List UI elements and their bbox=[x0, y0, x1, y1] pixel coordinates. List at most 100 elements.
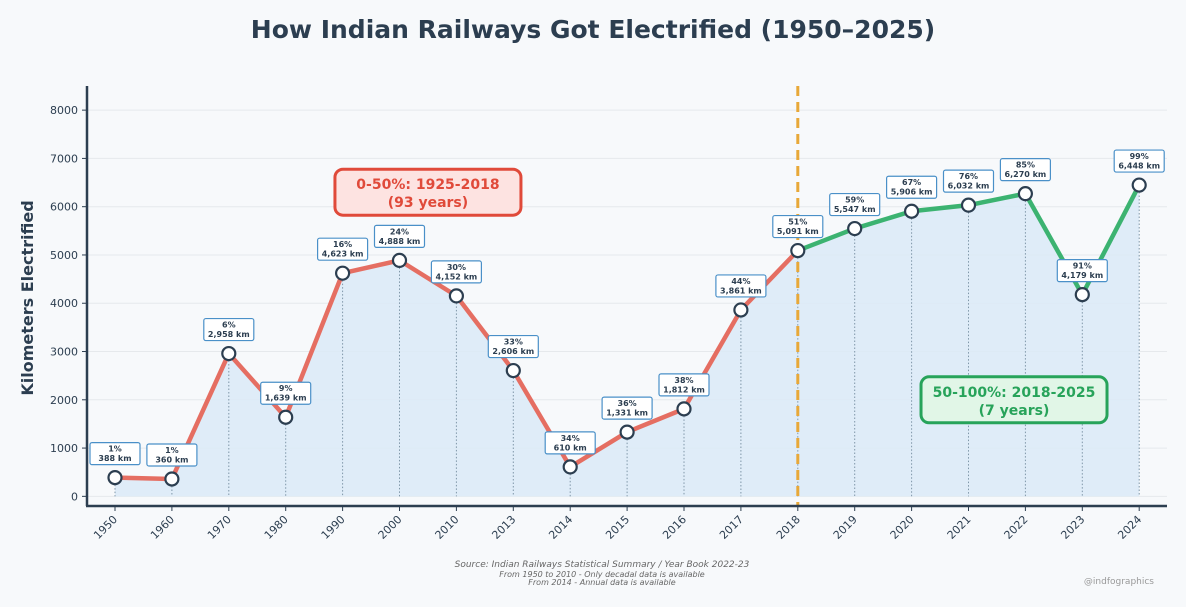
data-label-box bbox=[487, 334, 539, 359]
data-label-km: 3,861 km bbox=[720, 286, 762, 295]
area-fill bbox=[115, 185, 1140, 497]
data-point-1990 bbox=[335, 265, 351, 281]
data-label-box bbox=[885, 175, 938, 199]
data-label-2019: 59%5,547 km bbox=[829, 192, 881, 217]
data-point-2019 bbox=[847, 220, 863, 237]
data-label-box bbox=[430, 260, 482, 284]
data-label-2017: 44%3,861 km bbox=[715, 274, 767, 298]
annotation-title: 50-100%: 2018-2025 bbox=[933, 385, 1096, 401]
data-point-1970 bbox=[221, 345, 237, 362]
data-label-box bbox=[715, 274, 767, 298]
data-label-2018: 51%5,091 km bbox=[772, 214, 824, 239]
data-label-pct: 1% bbox=[108, 445, 122, 454]
x-tick-label: 2020 bbox=[888, 513, 917, 542]
data-label-km: 4,152 km bbox=[436, 272, 478, 281]
data-label-box bbox=[373, 224, 426, 248]
data-point-2015 bbox=[619, 424, 635, 440]
data-label-km: 1,812 km bbox=[663, 385, 705, 394]
y-tick-label: 4000 bbox=[50, 297, 78, 310]
data-point-2010 bbox=[448, 288, 464, 304]
x-tick-label: 2019 bbox=[831, 513, 860, 542]
data-label-km: 6,032 km bbox=[948, 182, 990, 191]
annotation-first-half: 0-50%: 1925-2018 (93 years) bbox=[333, 167, 523, 217]
data-point-2016 bbox=[676, 401, 692, 417]
data-label-km: 2,606 km bbox=[492, 347, 534, 356]
data-label-2014: 34%610 km bbox=[544, 431, 596, 455]
data-label-pct: 36% bbox=[618, 399, 637, 408]
x-tick-label: 2023 bbox=[1058, 513, 1087, 542]
data-label-2015: 36%1,331 km bbox=[601, 396, 653, 420]
chart-title: How Indian Railways Got Electrified (195… bbox=[250, 15, 936, 44]
data-point-2022 bbox=[1017, 186, 1034, 202]
data-label-1950: 1%388 km bbox=[89, 442, 141, 466]
x-tick-label: 2018 bbox=[774, 513, 803, 542]
y-tick-label: 3000 bbox=[50, 346, 78, 359]
data-label-box bbox=[601, 396, 653, 420]
data-label-2023: 91%4,179 km bbox=[1056, 259, 1108, 283]
data-label-2022: 85%6,270 km bbox=[999, 158, 1052, 182]
x-tick-label: 2017 bbox=[717, 513, 746, 542]
data-label-box bbox=[999, 158, 1052, 182]
source-note: Source: Indian Railways Statistical Summ… bbox=[454, 560, 750, 570]
y-axis-label: Kilometers Electrified bbox=[18, 200, 37, 395]
annotation-subtitle: (93 years) bbox=[388, 195, 468, 211]
x-tick-label: 1960 bbox=[148, 513, 177, 542]
data-label-2010: 30%4,152 km bbox=[430, 260, 482, 284]
x-tick-label: 1950 bbox=[91, 513, 120, 542]
data-label-km: 6,448 km bbox=[1118, 162, 1160, 171]
data-label-2000: 24%4,888 km bbox=[373, 224, 426, 248]
data-point-2024 bbox=[1131, 177, 1147, 193]
x-tick-label: 1980 bbox=[262, 513, 291, 542]
data-point-1960 bbox=[164, 471, 180, 487]
data-label-km: 4,623 km bbox=[322, 250, 364, 259]
data-label-box bbox=[260, 381, 312, 405]
source-note-annual: From 2014 - Annual data is available bbox=[528, 578, 676, 587]
annotation-second-half: 50-100%: 2018-2025 (7 years) bbox=[919, 375, 1109, 425]
data-label-1960: 1%360 km bbox=[146, 443, 198, 467]
y-tick-label: 6000 bbox=[50, 201, 78, 214]
data-label-box bbox=[1056, 259, 1108, 283]
annotation-box bbox=[919, 375, 1109, 425]
point-stems bbox=[114, 185, 1140, 497]
data-label-box bbox=[544, 431, 596, 455]
data-label-km: 360 km bbox=[155, 455, 188, 464]
data-label-1980: 9%1,639 km bbox=[260, 381, 312, 405]
data-label-2016: 38%1,812 km bbox=[658, 373, 710, 397]
data-points bbox=[107, 177, 1147, 487]
data-label-km: 5,547 km bbox=[834, 205, 876, 214]
y-tick-label: 0 bbox=[71, 490, 78, 503]
data-label-km: 5,906 km bbox=[891, 188, 933, 197]
data-point-1980 bbox=[278, 409, 294, 425]
data-label-pct: 6% bbox=[222, 321, 236, 330]
area-fill-path bbox=[115, 185, 1140, 497]
data-point-2020 bbox=[903, 203, 920, 219]
data-label-km: 2,958 km bbox=[208, 330, 250, 339]
data-label-box bbox=[772, 214, 824, 239]
data-point-2021 bbox=[960, 197, 977, 213]
data-label-box bbox=[317, 237, 369, 261]
data-point-2023 bbox=[1074, 287, 1090, 303]
data-label-box bbox=[658, 373, 710, 397]
data-label-pct: 24% bbox=[390, 227, 409, 236]
credit: @indfographics bbox=[1083, 577, 1154, 587]
data-labels: 1%388 km1%360 km6%2,958 km9%1,639 km16%4… bbox=[89, 149, 1165, 467]
x-tick-label: 2024 bbox=[1115, 513, 1144, 542]
annotations: 0-50%: 1925-2018 (93 years) 50-100%: 2018-… bbox=[333, 167, 1109, 425]
data-label-pct: 1% bbox=[165, 446, 179, 455]
data-label-2020: 67%5,906 km bbox=[885, 175, 938, 199]
x-tick-label: 2000 bbox=[376, 513, 405, 542]
data-label-km: 610 km bbox=[554, 443, 587, 452]
data-label-pct: 99% bbox=[1130, 152, 1149, 161]
y-tick-label: 8000 bbox=[50, 104, 78, 117]
data-label-pct: 85% bbox=[1016, 161, 1035, 170]
data-label-pct: 34% bbox=[561, 434, 580, 443]
data-label-pct: 59% bbox=[845, 196, 864, 205]
x-tick-label: 2010 bbox=[433, 513, 462, 542]
x-tick-label: 2015 bbox=[603, 513, 632, 542]
data-label-pct: 9% bbox=[279, 384, 293, 393]
data-label-box bbox=[146, 443, 198, 467]
data-point-2013 bbox=[505, 362, 521, 379]
data-label-km: 4,888 km bbox=[379, 237, 421, 246]
data-label-pct: 51% bbox=[788, 218, 807, 227]
data-point-2018 bbox=[790, 242, 806, 259]
